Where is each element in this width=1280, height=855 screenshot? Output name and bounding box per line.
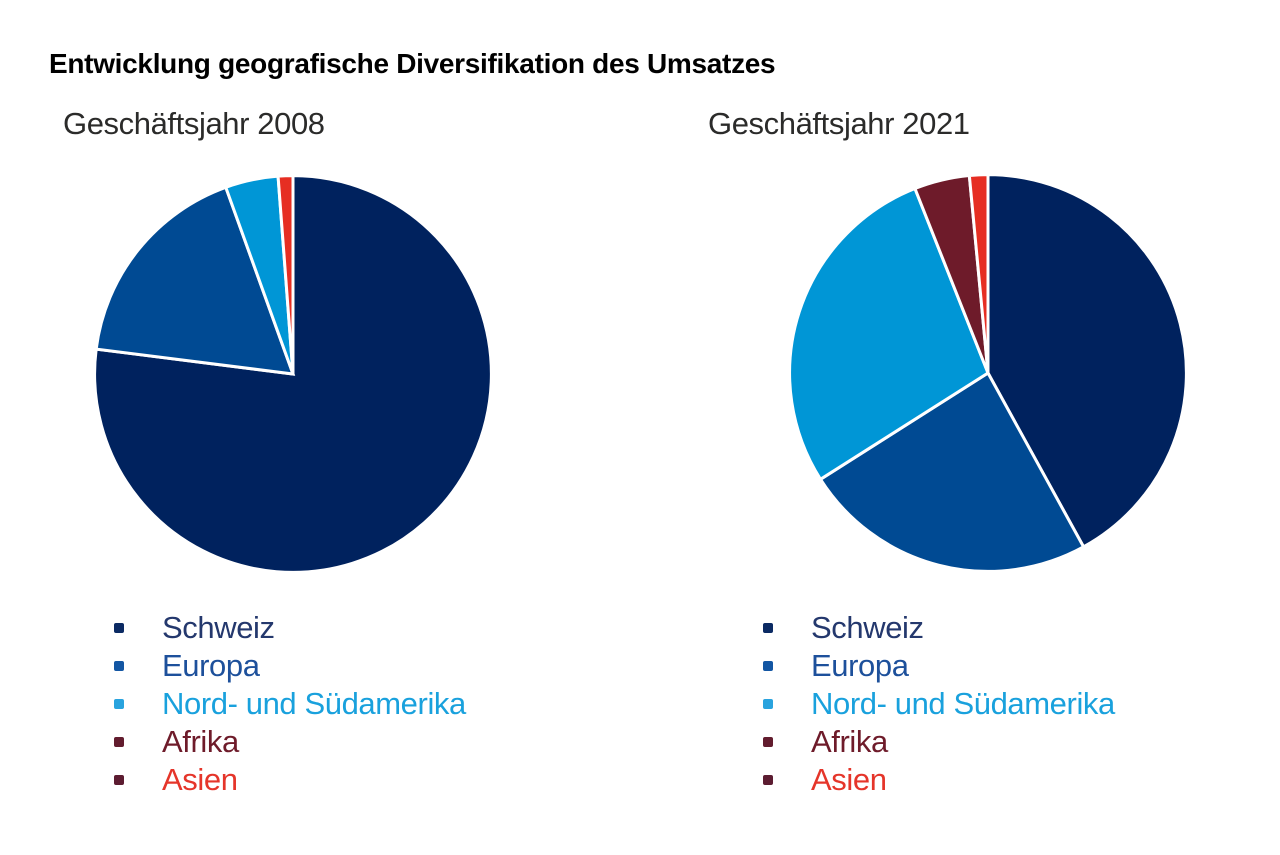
pie-slice-asien <box>276 174 295 375</box>
pie-slice-nord-und-suedamerika <box>788 186 990 482</box>
legend-item-nord-und-suedamerika: Nord- und Südamerika <box>114 685 466 723</box>
legend-label: Europa <box>162 648 260 683</box>
legend-item-afrika: Afrika <box>114 723 466 761</box>
legend-2021: Schweiz Europa Nord- und Südamerika Afrika A… <box>763 609 1115 799</box>
legend-label: Asien <box>162 762 238 797</box>
page-title: Entwicklung geografische Diversifikation… <box>49 47 776 79</box>
pie-slice-asien <box>967 173 990 374</box>
legend-bullet-icon <box>763 699 773 709</box>
legend-bullet-icon <box>114 699 124 709</box>
legend-label: Nord- und Südamerika <box>162 686 466 721</box>
legend-item-schweiz: Schweiz <box>763 609 1115 647</box>
legend-label: Nord- und Südamerika <box>811 686 1115 721</box>
legend-label: Europa <box>811 648 909 683</box>
legend-item-europa: Europa <box>114 647 466 685</box>
legend-bullet-icon <box>114 623 124 633</box>
pie-slice-europa <box>94 185 296 376</box>
legend-bullet-icon <box>763 737 773 747</box>
legend-bullet-icon <box>763 775 773 785</box>
legend-label: Asien <box>811 762 887 797</box>
legend-bullet-icon <box>114 775 124 785</box>
chart-title-2008: Geschäftsjahr 2008 <box>63 106 325 141</box>
pie-slice-europa <box>818 370 1086 573</box>
legend-item-afrika: Afrika <box>763 723 1115 761</box>
legend-label: Afrika <box>811 724 888 759</box>
legend-bullet-icon <box>763 623 773 633</box>
legend-label: Afrika <box>162 724 239 759</box>
legend-label: Schweiz <box>162 610 275 645</box>
pie-chart-2008 <box>93 174 493 574</box>
legend-item-asien: Asien <box>763 761 1115 799</box>
legend-item-asien: Asien <box>114 761 466 799</box>
legend-label: Schweiz <box>811 610 924 645</box>
pie-chart-2021 <box>788 173 1188 573</box>
pie-slice-schweiz <box>93 174 493 574</box>
legend-bullet-icon <box>114 737 124 747</box>
legend-item-europa: Europa <box>763 647 1115 685</box>
chart-title-2021: Geschäftsjahr 2021 <box>708 106 970 141</box>
legend-bullet-icon <box>763 661 773 671</box>
legend-item-nord-und-suedamerika: Nord- und Südamerika <box>763 685 1115 723</box>
legend-bullet-icon <box>114 661 124 671</box>
pie-slice-schweiz <box>986 173 1188 549</box>
legend-item-schweiz: Schweiz <box>114 609 466 647</box>
legend-2008: Schweiz Europa Nord- und Südamerika Afrika A… <box>114 609 466 799</box>
